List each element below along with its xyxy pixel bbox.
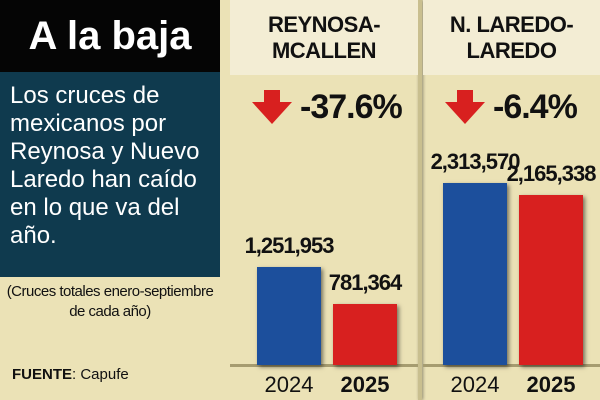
bar-2024 bbox=[257, 266, 321, 365]
source-value: : Capufe bbox=[72, 366, 129, 383]
bar-2025 bbox=[519, 194, 583, 365]
panel-title-text: REYNOSA-MCALLEN bbox=[267, 11, 381, 63]
baseline bbox=[423, 364, 600, 367]
value-label: 1,251,953 bbox=[244, 232, 335, 258]
down-arrow-icon bbox=[252, 89, 292, 124]
percent-value: -6.4% bbox=[493, 88, 578, 126]
down-arrow-icon bbox=[445, 89, 485, 124]
value-label: 2,165,338 bbox=[506, 160, 597, 186]
value-label: 2,313,570 bbox=[430, 149, 521, 174]
infographic-title: A la baja bbox=[0, 0, 220, 72]
year-label: 2024 bbox=[264, 372, 314, 397]
year-label: 2024 bbox=[450, 372, 500, 397]
panel-title: N. LAREDO-LAREDO bbox=[423, 0, 600, 75]
bar-2025 bbox=[333, 303, 397, 365]
value-label: 781,364 bbox=[328, 269, 403, 295]
percent-value: -37.6% bbox=[300, 88, 403, 126]
percent-change: -37.6% bbox=[252, 88, 403, 127]
description: Los cruces de mexicanos por Reynosa y Nu… bbox=[0, 72, 220, 277]
baseline bbox=[230, 364, 418, 367]
source-label: FUENTE bbox=[12, 366, 72, 383]
bar-2024 bbox=[443, 183, 507, 365]
year-label: 2025 bbox=[340, 372, 390, 397]
year-label: 2025 bbox=[526, 372, 576, 397]
percent-change: -6.4% bbox=[445, 88, 578, 127]
panel-divider bbox=[418, 0, 422, 400]
source: FUENTE: Capufe bbox=[12, 366, 129, 383]
note: (Cruces totales enero-septiembre de cada… bbox=[6, 283, 214, 320]
panel-title: REYNOSA-MCALLEN bbox=[230, 0, 418, 75]
panel-title-text: N. LAREDO-LAREDO bbox=[449, 11, 574, 63]
